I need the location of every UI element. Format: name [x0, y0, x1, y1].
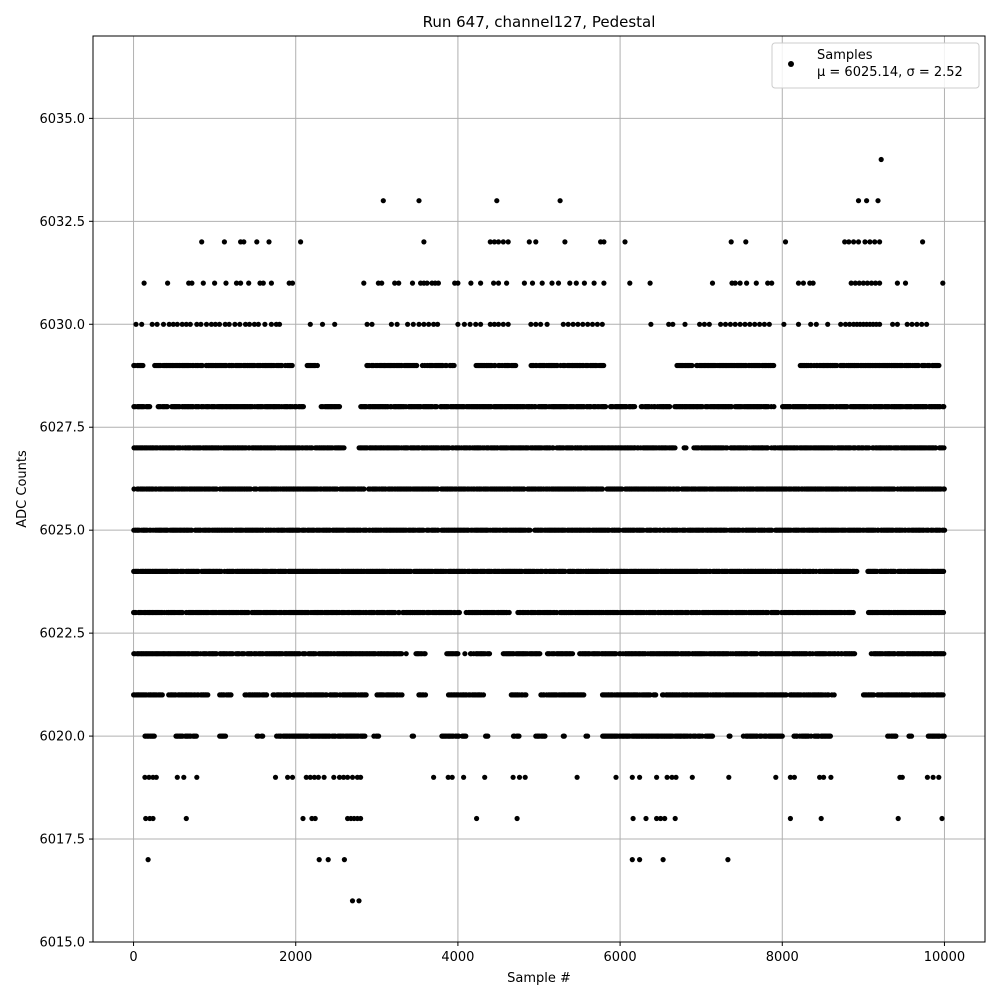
sample-point	[399, 651, 405, 657]
sample-point	[147, 404, 153, 410]
sample-point	[341, 445, 347, 451]
sample-point	[414, 362, 420, 369]
sample-point	[936, 362, 942, 369]
sample-point	[513, 362, 519, 369]
sample-point	[599, 486, 606, 492]
sample-point	[941, 568, 947, 575]
sample-point	[683, 445, 689, 451]
sample-point	[403, 651, 409, 657]
sample-point	[601, 362, 607, 369]
sample-point	[159, 692, 165, 698]
sample-point	[523, 692, 529, 698]
sample-point	[852, 651, 858, 657]
sample-point	[228, 692, 234, 698]
sample-point	[724, 445, 730, 451]
sample-point	[506, 609, 512, 616]
sample-point	[521, 486, 527, 492]
sample-point	[462, 651, 468, 657]
sample-point	[199, 362, 205, 369]
sample-point	[667, 404, 673, 410]
sample-point	[213, 486, 220, 492]
sample-point	[771, 404, 777, 410]
sample-point	[205, 692, 211, 698]
sample-point	[314, 362, 320, 369]
sample-point	[765, 445, 771, 451]
sample-point	[289, 362, 295, 369]
sample-point	[336, 404, 343, 410]
sample-point	[632, 404, 638, 410]
sample-point	[771, 362, 777, 369]
sample-point	[854, 568, 860, 575]
sample-point	[361, 486, 367, 492]
sample-point	[941, 404, 947, 410]
sample-point	[422, 651, 428, 657]
sample-point	[689, 362, 695, 369]
sample-point	[603, 404, 609, 410]
sample-point	[941, 445, 947, 451]
sample-point	[933, 445, 939, 451]
sample-point	[435, 486, 441, 492]
sample-point	[248, 486, 254, 492]
sample-point	[672, 445, 678, 451]
sample-point	[264, 692, 270, 698]
sample-point	[550, 445, 556, 451]
sample-point	[942, 527, 948, 533]
sample-point	[164, 404, 170, 410]
sample-point	[581, 692, 587, 698]
sample-point	[399, 692, 405, 698]
chart-title: Run 647, channel127, Pedestal	[423, 13, 656, 31]
sample-point	[363, 692, 369, 698]
sample-point	[480, 692, 487, 698]
sample-point	[728, 404, 735, 410]
sample-point	[140, 362, 146, 369]
sample-point	[941, 651, 947, 657]
data-points	[131, 156, 948, 904]
sample-point	[434, 404, 440, 410]
sample-point	[451, 362, 457, 369]
sample-point	[569, 651, 576, 657]
sample-point	[537, 651, 543, 657]
sample-point	[527, 527, 533, 533]
sample-point	[422, 692, 429, 698]
sample-point	[941, 486, 947, 492]
sample-point	[300, 404, 306, 410]
sample-point	[455, 651, 461, 657]
sample-point	[850, 609, 856, 616]
sample-point	[486, 651, 493, 657]
sample-point	[456, 609, 462, 616]
sample-point	[940, 609, 947, 616]
